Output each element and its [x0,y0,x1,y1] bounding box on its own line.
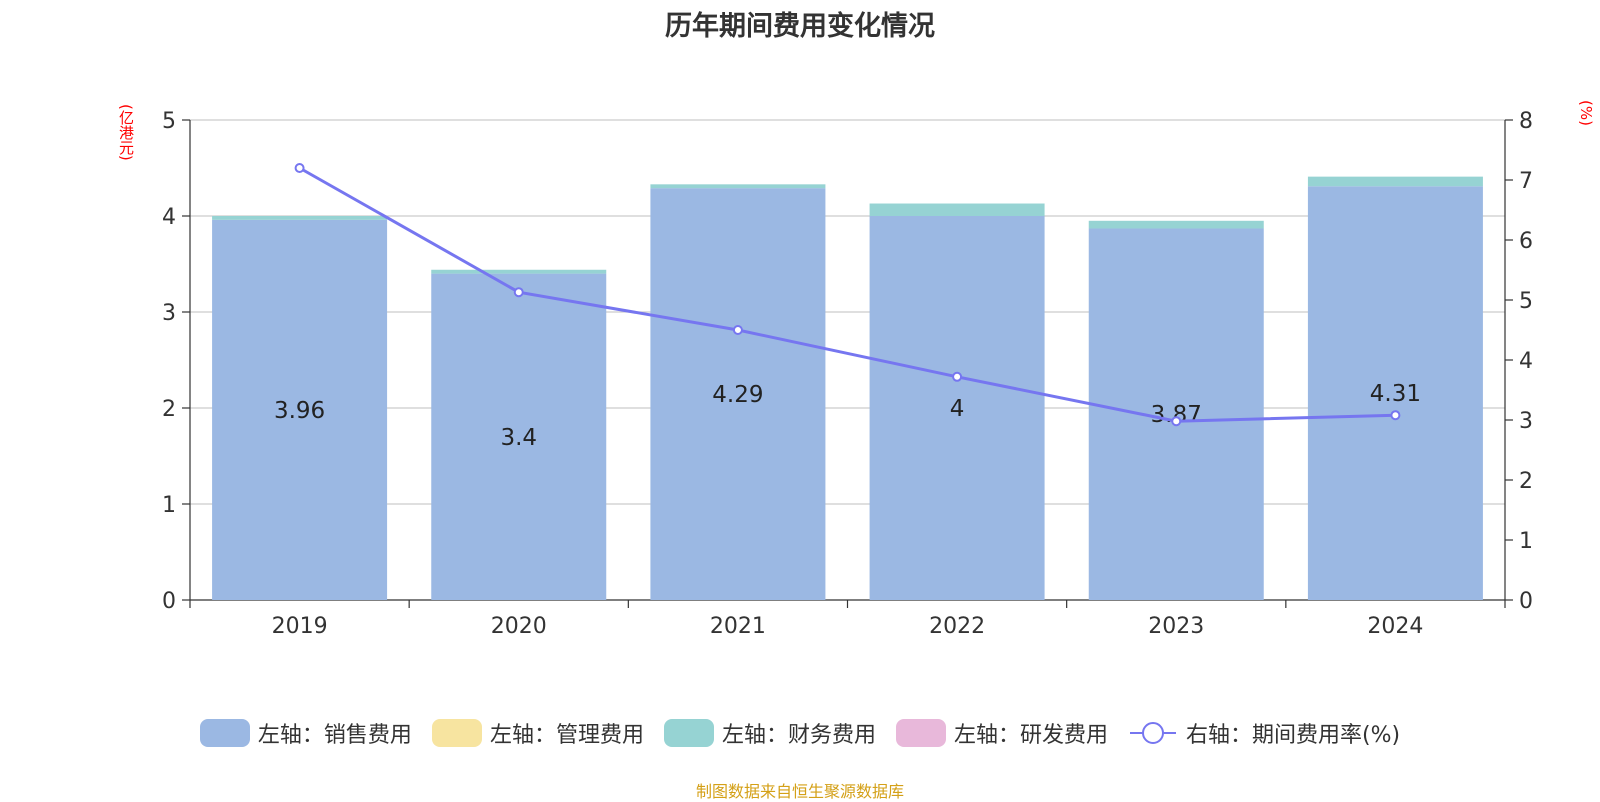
x-axis-tick-label: 2024 [1367,614,1423,639]
x-axis-tick-label: 2022 [929,614,985,639]
rate-point [952,371,963,382]
bar-segment [1307,176,1483,187]
rate-point [1390,410,1401,421]
bar-data-label: 3.4 [500,425,537,451]
legend-item[interactable]: 左轴：研发费用 [895,717,1108,749]
chart-title: 历年期间费用变化情况 [665,11,935,42]
right-axis-tick-label: 7 [1519,169,1533,194]
left-axis-unit: (亿港元) [117,104,135,161]
right-axis-tick-label: 6 [1519,229,1533,254]
bar-segment [1088,220,1264,229]
legend-label: 左轴：研发费用 [953,723,1108,748]
right-axis-tick-label: 1 [1519,529,1533,554]
bar-data-label: 3.96 [274,398,325,424]
bar-data-label: 4 [950,396,965,422]
legend-item[interactable]: 右轴：期间费用率(%) [1128,717,1400,749]
bar-segment [212,219,388,600]
right-axis-tick-label: 3 [1519,409,1533,434]
bar-segment [650,188,826,600]
left-axis-tick-label: 3 [162,301,176,326]
rate-line [298,166,1396,423]
rate-point [732,325,743,335]
bar-data-label: 4.29 [712,382,763,408]
right-axis-tick-label: 2 [1519,469,1533,494]
right-axis-tick-label: 8 [1519,109,1533,134]
legend-item[interactable]: 左轴：财务费用 [663,717,876,749]
bar-segment [212,216,388,220]
x-axis-tick-label: 2021 [710,614,766,639]
bar-segment [1307,186,1483,601]
x-axis-tick-label: 2023 [1148,614,1204,639]
legend-swatch [663,719,714,747]
source-note: 制图数据来自恒生聚源数据库 [695,782,904,801]
bar-segment [650,184,826,189]
rate-point [1171,416,1182,427]
rate-point [294,163,305,173]
legend: 左轴：销售费用 左轴：管理费用 左轴：财务费用 左轴：研发费用 右轴：期间费用率(%) [0,717,1600,749]
bar-segment [431,269,607,274]
chart-area: 0 1 2 3 4 5 0 1 2 3 4 5 6 7 8 2019 2020 2021 2022 2023 2024 3… [162,109,1533,639]
bar-data-label: 4.31 [1370,381,1421,407]
left-axis-tick-label: 2 [162,397,176,422]
bar-segment [1088,228,1264,601]
left-axis-tick-label: 5 [162,109,176,134]
legend-swatch [1129,722,1176,744]
legend-label: 左轴：管理费用 [489,723,644,748]
legend-swatch [895,719,946,747]
left-axis-tick-label: 1 [162,493,176,518]
bar-segment [431,273,607,600]
legend-label: 右轴：期间费用率(%) [1185,723,1401,748]
left-axis-tick-label: 4 [162,205,176,230]
x-axis-tick-label: 2020 [491,614,547,639]
legend-item[interactable]: 左轴：管理费用 [431,717,644,749]
right-axis-tick-label: 4 [1519,349,1533,374]
x-axis-tick-label: 2019 [272,614,328,639]
left-axis-tick-label: 0 [162,589,176,614]
legend-swatch [199,719,250,747]
legend-label: 左轴：财务费用 [721,723,876,748]
right-axis-unit: (%) [1577,100,1595,126]
legend-swatch [431,719,482,747]
right-axis-tick-label: 5 [1519,289,1533,314]
legend-item[interactable]: 左轴：销售费用 [199,717,412,749]
bar-segment [869,203,1045,216]
bar-segment [869,216,1045,600]
legend-label: 左轴：销售费用 [257,723,412,748]
rate-point [513,287,524,298]
right-axis-tick-label: 0 [1519,589,1533,614]
